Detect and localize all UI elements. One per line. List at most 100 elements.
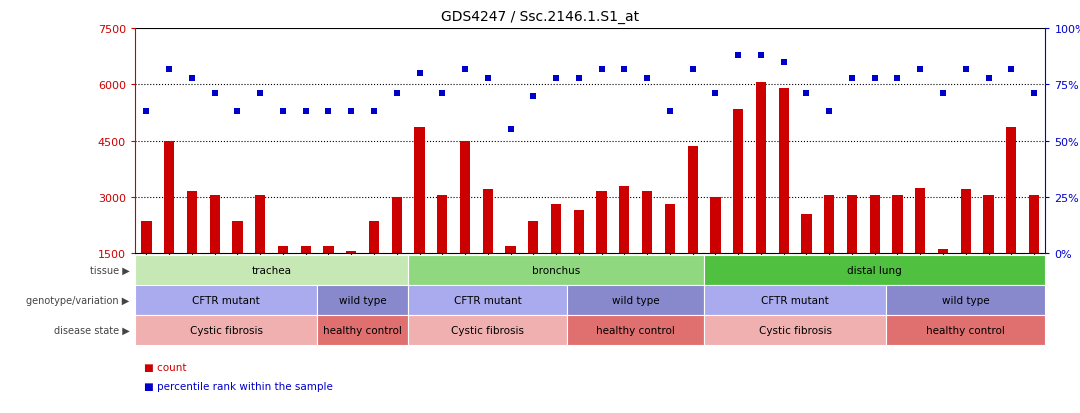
Bar (915, 188, 926, 310)
Bar (688, 147, 698, 310)
Bar (505, 246, 515, 310)
Bar (392, 197, 402, 310)
Point (297, 109, 314, 115)
Point (706, 91, 724, 97)
Bar (642, 192, 652, 310)
Bar (369, 222, 379, 310)
Text: Cystic fibrosis: Cystic fibrosis (190, 325, 262, 335)
Text: ■ count: ■ count (144, 363, 186, 373)
Bar (323, 246, 334, 310)
Bar (300, 246, 311, 310)
Bar (164, 141, 174, 310)
Bar (619, 186, 630, 310)
Bar (801, 214, 811, 310)
Bar (960, 190, 971, 310)
Point (684, 66, 701, 73)
Bar (711, 197, 720, 310)
Bar (665, 205, 675, 310)
Point (410, 71, 428, 77)
Point (570, 75, 588, 82)
Point (502, 127, 519, 133)
Point (798, 91, 815, 97)
Bar (187, 192, 197, 310)
Point (753, 52, 770, 59)
Point (480, 75, 497, 82)
Text: GDS4247 / Ssc.2146.1.S1_at: GDS4247 / Ssc.2146.1.S1_at (441, 10, 639, 24)
Bar (756, 83, 766, 310)
Bar (779, 89, 788, 310)
Bar (346, 252, 356, 310)
Point (980, 75, 997, 82)
Bar (869, 195, 880, 310)
Text: healthy control: healthy control (323, 325, 402, 335)
Bar (551, 205, 562, 310)
Bar (1029, 195, 1039, 310)
Point (638, 75, 656, 82)
Point (593, 66, 610, 73)
Bar (596, 192, 607, 310)
Point (866, 75, 883, 82)
Text: CFTR mutant: CFTR mutant (761, 295, 829, 305)
Point (342, 109, 360, 115)
Bar (937, 250, 948, 310)
Text: healthy control: healthy control (596, 325, 675, 335)
Bar (892, 195, 903, 310)
Point (548, 75, 565, 82)
Bar (528, 222, 539, 310)
Point (661, 109, 678, 115)
Text: healthy control: healthy control (927, 325, 1005, 335)
Point (889, 75, 906, 82)
Text: bronchus: bronchus (532, 266, 580, 275)
Point (365, 109, 382, 115)
Point (957, 66, 974, 73)
Point (184, 75, 201, 82)
Bar (984, 195, 994, 310)
Point (843, 75, 861, 82)
Bar (460, 141, 470, 310)
Text: Cystic fibrosis: Cystic fibrosis (451, 325, 524, 335)
Point (320, 109, 337, 115)
Point (388, 91, 405, 97)
Point (434, 91, 451, 97)
Bar (278, 246, 288, 310)
Text: distal lung: distal lung (848, 266, 902, 275)
Point (934, 91, 951, 97)
Text: tissue ▶: tissue ▶ (90, 266, 130, 275)
Point (775, 59, 793, 66)
Point (912, 66, 929, 73)
Text: CFTR mutant: CFTR mutant (192, 295, 260, 305)
Bar (437, 195, 447, 310)
Point (821, 109, 838, 115)
Bar (141, 222, 151, 310)
Point (229, 109, 246, 115)
Text: disease state ▶: disease state ▶ (54, 325, 130, 335)
Text: wild type: wild type (339, 295, 387, 305)
Bar (483, 190, 492, 310)
Bar (210, 195, 220, 310)
Bar (733, 109, 743, 310)
Bar (847, 195, 858, 310)
Text: CFTR mutant: CFTR mutant (454, 295, 522, 305)
Text: Cystic fibrosis: Cystic fibrosis (758, 325, 832, 335)
Point (729, 52, 746, 59)
Point (161, 66, 178, 73)
Point (525, 93, 542, 100)
Bar (573, 211, 584, 310)
Text: genotype/variation ▶: genotype/variation ▶ (26, 295, 130, 305)
Text: trachea: trachea (252, 266, 292, 275)
Bar (255, 195, 266, 310)
Point (252, 91, 269, 97)
Point (457, 66, 474, 73)
Bar (415, 128, 424, 310)
Text: ■ percentile rank within the sample: ■ percentile rank within the sample (144, 381, 333, 391)
Point (1002, 66, 1020, 73)
Text: wild type: wild type (942, 295, 989, 305)
Text: wild type: wild type (612, 295, 660, 305)
Point (138, 109, 156, 115)
Point (1025, 91, 1042, 97)
Point (206, 91, 224, 97)
Bar (1007, 128, 1016, 310)
Bar (824, 195, 835, 310)
Point (616, 66, 633, 73)
Bar (232, 222, 243, 310)
